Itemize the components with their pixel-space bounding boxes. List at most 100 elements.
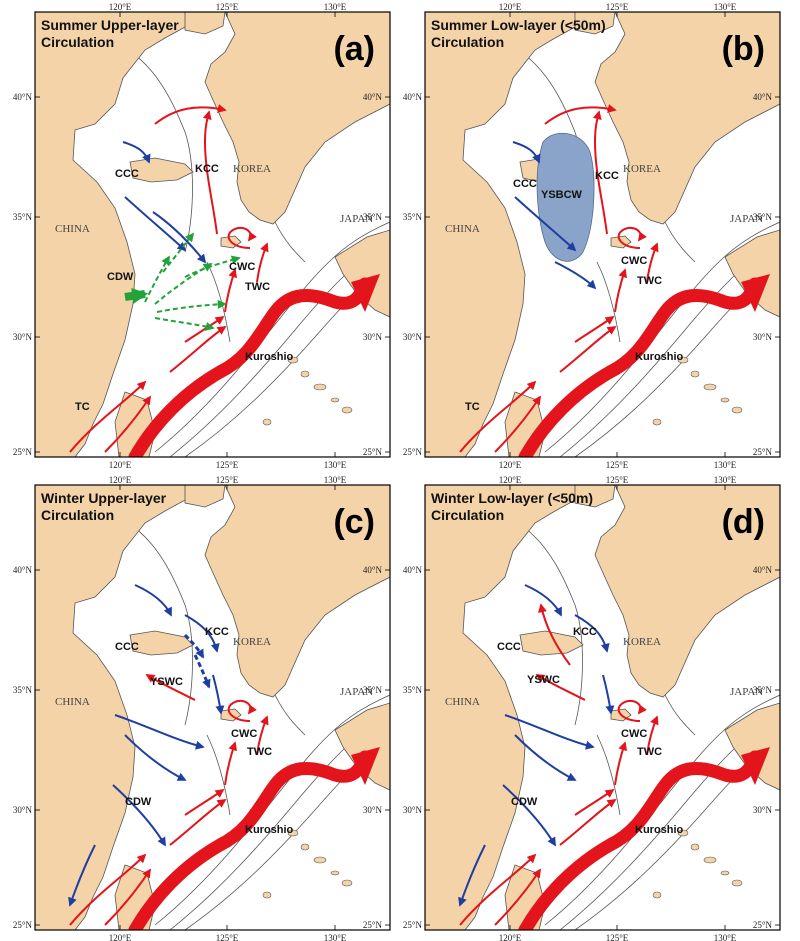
- lon-tick-top: 120°E: [109, 2, 132, 12]
- panel-title-line-2: Circulation: [431, 507, 504, 523]
- liaodong-peninsula: [574, 485, 616, 508]
- current-label-ysbcw: YSBCW: [541, 189, 583, 201]
- isobath-line: [596, 734, 621, 816]
- ccc-arrow: [504, 714, 595, 750]
- label-china: CHINA: [445, 696, 480, 708]
- current-label-cwc: CWC: [621, 255, 647, 267]
- warm-branch-arrow: [224, 741, 237, 786]
- twc-arrow: [256, 715, 269, 756]
- current-label-tc: TC: [75, 401, 90, 413]
- lat-tick-left: 35°N: [13, 212, 33, 222]
- panel-a-map: [35, 12, 390, 457]
- kuroshio-arrowhead: [351, 274, 380, 312]
- ccc-arrow: [524, 584, 562, 617]
- lat-tick-right: 40°N: [363, 92, 383, 102]
- isobath-line: [206, 734, 231, 816]
- current-label-twc: TWC: [247, 746, 272, 758]
- ccc-arrow: [193, 654, 211, 689]
- twc-arrow: [256, 242, 269, 283]
- korea-peninsula: [594, 12, 780, 225]
- islet: [330, 397, 340, 403]
- lat-tick-right: 40°N: [753, 92, 773, 102]
- lon-tick-bottom: 125°E: [606, 933, 629, 941]
- current-label-cwc: CWC: [621, 728, 647, 740]
- lat-tick-right: 35°N: [363, 212, 383, 222]
- ccc-arrow: [152, 211, 207, 264]
- islet: [262, 418, 272, 426]
- label-japan: JAPAN: [730, 213, 763, 225]
- lon-tick-top: 130°E: [714, 2, 737, 12]
- current-label-twc: TWC: [245, 281, 270, 293]
- islet: [300, 370, 310, 378]
- kcc-arrow: [592, 110, 608, 235]
- kyushu-island: [724, 702, 780, 791]
- islet: [330, 870, 340, 876]
- kcc-arrow: [184, 614, 220, 653]
- taiwan-current-arrow: [69, 853, 147, 926]
- kuroshio-arrowhead: [351, 747, 380, 785]
- warm-branch-arrow: [574, 788, 615, 816]
- panel-letter: (d): [722, 503, 765, 541]
- twc-arrow: [646, 715, 659, 756]
- current-label-cdw: CDW: [511, 796, 538, 808]
- islet: [731, 406, 743, 414]
- lat-tick-right: 40°N: [363, 565, 383, 575]
- lon-tick-top: 130°E: [714, 475, 737, 485]
- ccc-arrow: [122, 141, 151, 164]
- panel-c: 120°E 120°E 125°E 125°E 130°E 130°E 40°N 40°N 35…: [13, 475, 391, 941]
- ccc-arrow: [114, 714, 205, 750]
- kyushu-island: [334, 702, 390, 791]
- label-korea: KOREA: [233, 636, 271, 648]
- kcc-arrow: [574, 614, 610, 653]
- lon-tick-top: 125°E: [216, 2, 239, 12]
- islet: [652, 891, 662, 899]
- panel-a: 120°E 120°E 125°E 125°E 130°E 130°E 40°N 40°N 35…: [13, 2, 391, 470]
- warm-branch-arrow: [104, 868, 151, 926]
- yswc-arrow: [535, 674, 586, 701]
- islet: [690, 370, 700, 378]
- current-label-yswc: YSWC: [527, 674, 560, 686]
- panel-title-line-2: Circulation: [431, 34, 504, 50]
- isobath-line: [664, 221, 696, 263]
- lat-tick-left: 25°N: [403, 447, 423, 457]
- lat-tick-right: 30°N: [753, 332, 773, 342]
- twc-arrow: [646, 242, 659, 283]
- yswc-arrow: [538, 603, 571, 666]
- panel-d-map: [425, 485, 780, 930]
- kuroshio-current: [128, 750, 372, 930]
- warm-branch-arrow: [104, 395, 151, 453]
- lat-tick-right: 25°N: [363, 920, 383, 930]
- lat-tick-left: 25°N: [13, 920, 33, 930]
- cdw-dispersion-arrow: [156, 299, 227, 313]
- islet: [703, 856, 717, 864]
- northern-warm-arrow: [154, 104, 227, 125]
- lon-tick-bottom: 125°E: [216, 933, 239, 941]
- panel-title-line-1: Summer Low-layer (<50m): [431, 17, 606, 33]
- islet: [703, 383, 717, 391]
- lat-tick-left: 25°N: [403, 920, 423, 930]
- korea-peninsula: [594, 485, 780, 698]
- islet: [690, 843, 700, 851]
- ccc-arrow: [124, 734, 187, 781]
- warm-branch-arrow: [559, 799, 617, 846]
- lat-tick-left: 25°N: [13, 447, 33, 457]
- islet: [677, 829, 689, 837]
- lat-tick-left: 35°N: [403, 212, 423, 222]
- panel-letter: (c): [333, 503, 375, 541]
- kcc-arrow: [202, 110, 218, 235]
- warm-branch-arrow: [169, 326, 227, 373]
- lon-tick-bottom: 130°E: [714, 460, 737, 470]
- current-label-ccc: CCC: [513, 178, 537, 190]
- label-japan: JAPAN: [340, 213, 373, 225]
- lat-tick-left: 30°N: [403, 805, 423, 815]
- current-label-kcc: KCC: [595, 170, 619, 182]
- islet: [341, 406, 353, 414]
- label-china: CHINA: [55, 696, 90, 708]
- cwc-loop-arrow: [227, 226, 257, 249]
- warm-branch-arrow: [184, 788, 225, 816]
- kcc-arrow: [212, 674, 225, 715]
- panel-title-line-2: Circulation: [41, 507, 114, 523]
- lat-tick-right: 25°N: [363, 447, 383, 457]
- lat-tick-right: 25°N: [753, 920, 773, 930]
